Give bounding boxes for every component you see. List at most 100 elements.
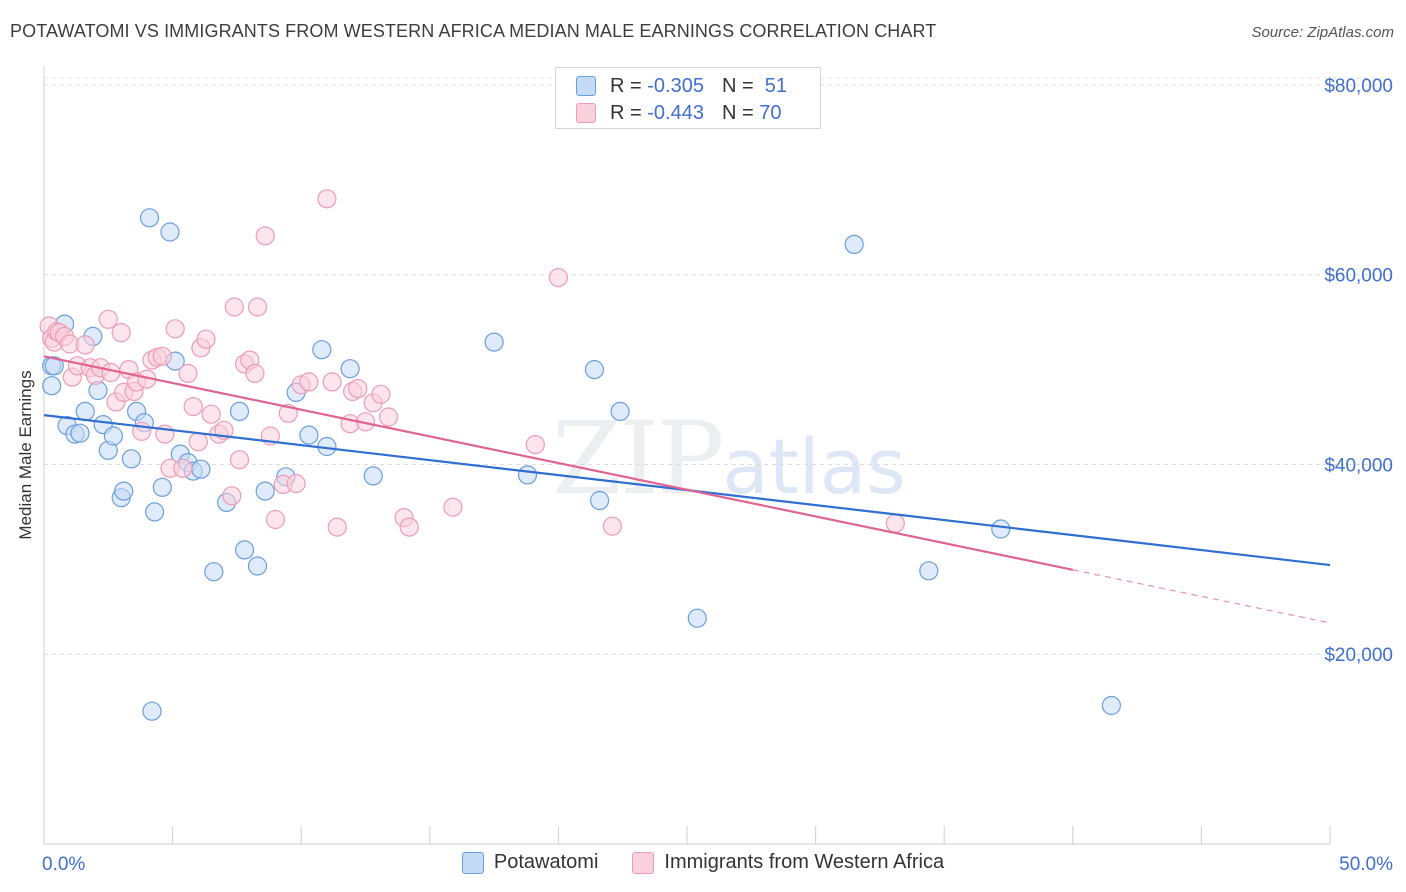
data-point <box>844 234 864 254</box>
data-point <box>160 222 180 242</box>
data-point <box>103 426 124 446</box>
data-point <box>224 297 244 317</box>
data-point <box>265 509 286 530</box>
data-point <box>98 309 118 329</box>
series-label-potawatomi: Potawatomi <box>493 851 599 873</box>
data-point <box>235 540 255 560</box>
data-point <box>399 517 419 537</box>
y-tick-label: $40,000 <box>1324 455 1393 476</box>
series-western-africa <box>39 189 905 537</box>
data-point <box>204 562 224 582</box>
data-point <box>286 473 306 494</box>
legend-n-label: N = <box>721 74 754 97</box>
stats-legend-row-western-africa: R = -0.443 N = 70 <box>576 99 781 127</box>
data-point <box>247 297 268 317</box>
data-point <box>152 477 172 497</box>
data-point <box>255 226 275 246</box>
series-legend-item-western-africa: Immigrants from Western Africa <box>632 851 944 874</box>
x-tick-label: 50.0% <box>1339 854 1393 875</box>
data-point <box>201 404 221 424</box>
data-point <box>919 561 939 581</box>
zipatlas-watermark: ZIPatlas <box>552 400 906 517</box>
data-point <box>602 516 623 536</box>
data-point <box>517 465 538 485</box>
data-point <box>327 517 347 537</box>
data-point <box>312 340 332 360</box>
data-point <box>145 502 165 522</box>
data-point <box>75 401 95 421</box>
data-point <box>991 519 1011 539</box>
series-label-western-africa: Immigrants from Western Africa <box>664 851 945 873</box>
legend-n-value: 70 <box>759 101 782 124</box>
data-point <box>548 268 569 288</box>
data-point <box>363 466 383 486</box>
data-point <box>317 189 337 209</box>
data-point <box>165 319 185 339</box>
trend-line-extension <box>1072 569 1331 624</box>
data-point <box>44 356 64 376</box>
data-point <box>348 379 368 399</box>
stats-legend-row-potawatomi: R = -0.305 N = 51 <box>576 72 787 100</box>
y-axis-label: Median Male Earnings <box>16 370 35 539</box>
data-point <box>173 458 193 478</box>
data-point <box>484 332 504 352</box>
series-swatch-potawatomi <box>461 851 484 874</box>
data-point <box>379 407 399 427</box>
data-point <box>247 556 268 576</box>
data-point <box>589 490 610 511</box>
series-swatch-western-africa <box>632 851 655 874</box>
data-point <box>222 486 242 506</box>
data-point <box>687 608 707 628</box>
watermark-zip: ZIP <box>552 400 724 517</box>
legend-n-label: N = <box>721 101 754 124</box>
legend-r-label: R = <box>610 74 642 97</box>
legend-r-value: -0.305 <box>647 74 704 97</box>
trend-line <box>43 355 1074 571</box>
y-tick-label: $20,000 <box>1324 645 1393 666</box>
data-point <box>443 497 463 517</box>
legend-swatch-western-africa <box>576 103 596 123</box>
y-tick-label: $60,000 <box>1324 266 1393 287</box>
series-legend-item-potawatomi: Potawatomi <box>461 851 599 874</box>
data-point <box>188 432 208 452</box>
data-point <box>299 372 319 392</box>
legend-r-label: R = <box>610 101 642 124</box>
data-point <box>371 384 391 404</box>
data-point <box>255 481 275 501</box>
data-point <box>42 376 62 396</box>
data-point <box>229 401 250 421</box>
legend-r-value: -0.443 <box>647 101 704 124</box>
data-point <box>340 359 360 379</box>
data-point <box>111 323 131 343</box>
data-point <box>142 701 162 721</box>
data-point <box>245 363 265 383</box>
stats-legend: R = -0.305 N = 51 R = -0.443 N = 70 <box>555 67 821 129</box>
legend-swatch-potawatomi <box>576 76 596 96</box>
data-point <box>178 363 198 383</box>
chart-title: POTAWATOMI VS IMMIGRANTS FROM WESTERN AF… <box>10 21 937 41</box>
data-point <box>584 360 605 380</box>
watermark-atlas: atlas <box>722 422 906 511</box>
data-point <box>75 335 95 355</box>
data-point <box>885 513 905 533</box>
x-tick-label: 0.0% <box>42 854 85 875</box>
data-point <box>196 329 216 349</box>
data-point <box>1101 695 1122 716</box>
data-point <box>121 449 141 469</box>
data-point <box>183 397 203 417</box>
data-point <box>114 481 134 501</box>
data-point <box>70 423 90 443</box>
legend-n-value: 51 <box>764 74 788 97</box>
chart-source: Source: ZipAtlas.com <box>1251 24 1394 41</box>
data-point <box>610 401 630 421</box>
data-point <box>191 459 211 479</box>
data-point <box>322 372 342 392</box>
y-tick-label: $80,000 <box>1324 76 1393 97</box>
data-point <box>152 346 172 366</box>
data-point <box>299 425 319 445</box>
data-point <box>525 435 545 455</box>
data-point <box>229 450 250 470</box>
data-point <box>139 208 160 228</box>
series-legend: Potawatomi Immigrants from Western Afric… <box>0 851 1406 874</box>
